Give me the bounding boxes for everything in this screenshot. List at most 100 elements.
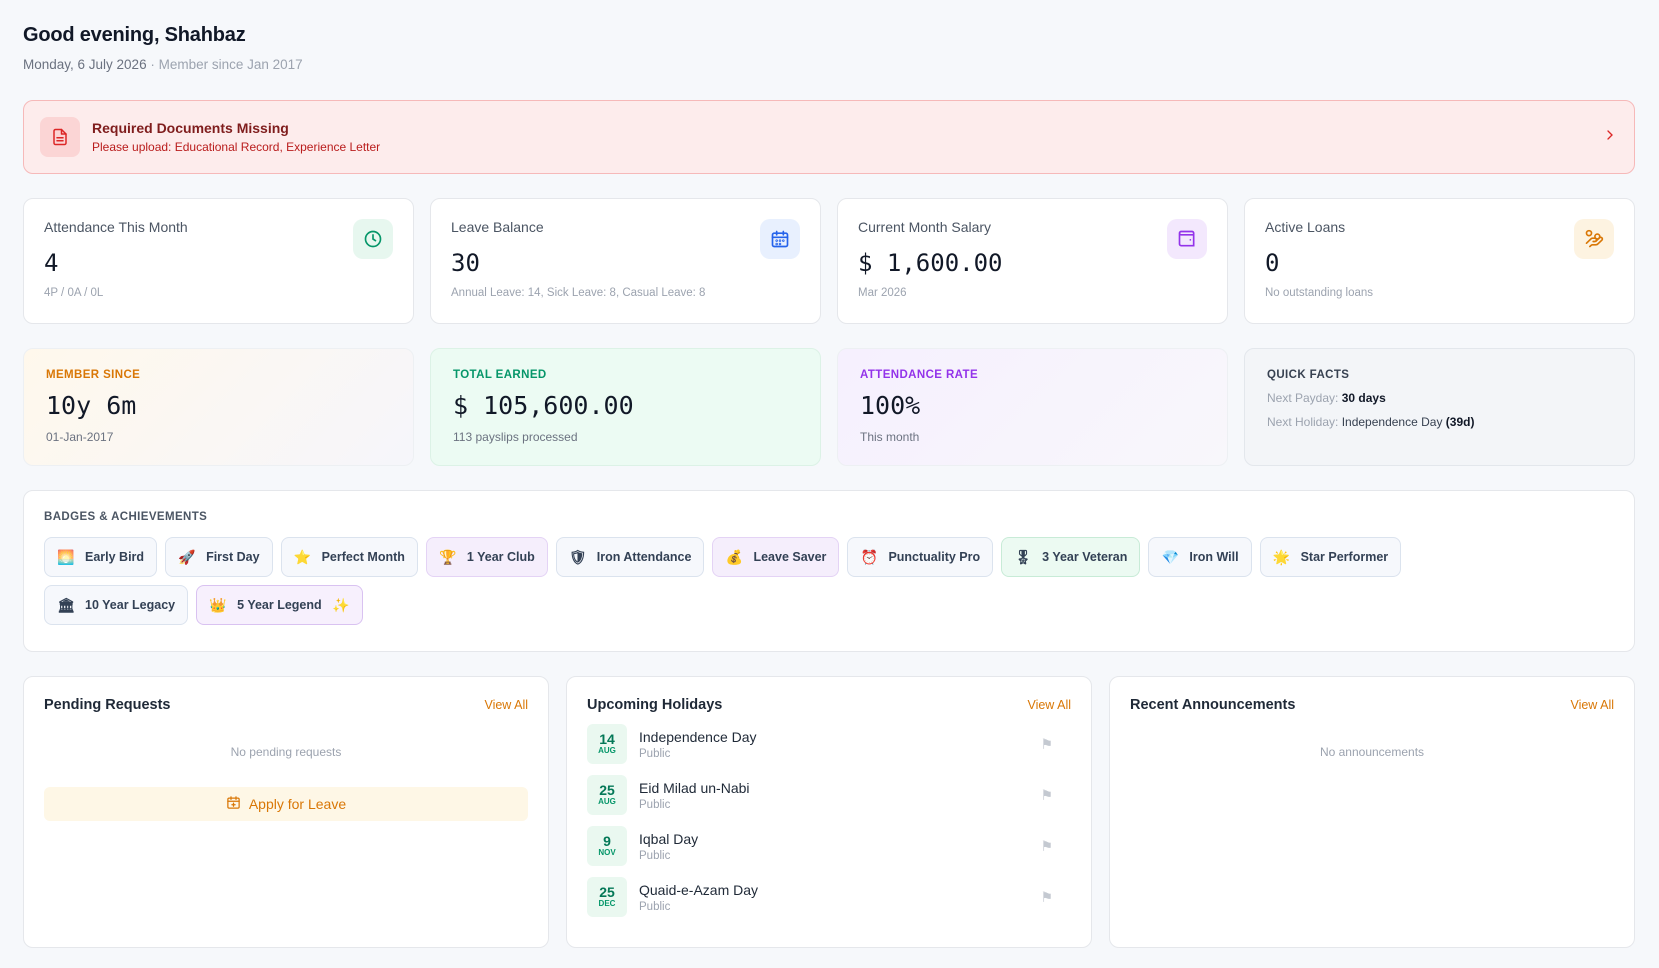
- fact-label: Next Payday:: [1267, 391, 1342, 405]
- kpi-label: QUICK FACTS: [1267, 369, 1350, 381]
- stat-note: No outstanding loans: [1265, 287, 1374, 299]
- sparkles-icon: ✨: [331, 596, 350, 613]
- holiday-name: Eid Milad un-Nabi: [639, 779, 750, 796]
- flag-icon: ⚑: [1040, 838, 1053, 854]
- badge-3-year-veteran[interactable]: 🎖 3 Year Veteran: [1001, 537, 1141, 577]
- alarm-clock-icon: ⏰: [860, 548, 879, 565]
- attendance-rate-card: ATTENDANCE RATE 100% This month: [837, 348, 1228, 466]
- apply-for-leave-button[interactable]: Apply for Leave: [44, 787, 528, 821]
- upcoming-holidays-panel: Upcoming Holidays View All 14 AUG Indepen…: [566, 676, 1092, 948]
- stat-label: Leave Balance: [451, 219, 544, 235]
- date-month: AUG: [598, 746, 616, 755]
- glowing-star-icon: 🌟: [1272, 548, 1291, 565]
- wallet-icon: [1167, 219, 1207, 259]
- fact-days: (39d): [1445, 415, 1475, 429]
- date-day: 14: [599, 731, 615, 747]
- view-all-link[interactable]: View All: [1570, 698, 1614, 712]
- star-icon: ⭐: [293, 548, 312, 565]
- badge-iron-attendance[interactable]: 🛡 Iron Attendance: [555, 537, 705, 577]
- holiday-date: 9 NOV: [587, 826, 627, 866]
- recent-announcements-panel: Recent Announcements View All No announc…: [1109, 676, 1635, 948]
- stat-value: $ 1,600.00: [858, 249, 1003, 277]
- stat-label: Current Month Salary: [858, 219, 992, 235]
- kpi-value: 10y 6m: [46, 391, 137, 420]
- stat-label: Attendance This Month: [44, 219, 188, 235]
- next-holiday: Next Holiday: Independence Day (39d): [1267, 415, 1612, 429]
- shield-icon: 🛡: [568, 548, 587, 565]
- missing-documents-alert[interactable]: Required Documents Missing Please upload…: [23, 100, 1635, 174]
- sunrise-icon: 🌅: [57, 548, 75, 565]
- badge-label: 5 Year Legend: [237, 598, 322, 612]
- holiday-date: 25 DEC: [587, 877, 627, 917]
- calendar-icon: [760, 219, 800, 259]
- holiday-date: 14 AUG: [587, 724, 627, 764]
- badge-iron-will[interactable]: 💎 Iron Will: [1148, 537, 1252, 577]
- stat-note: 4P / 0A / 0L: [44, 287, 104, 299]
- leave-balance-card[interactable]: Leave Balance 30 Annual Leave: 14, Sick …: [430, 198, 821, 324]
- date-month: NOV: [598, 848, 616, 857]
- date-month: DEC: [598, 899, 616, 908]
- fact-label: Next Holiday:: [1267, 415, 1342, 429]
- kpi-note: 01-Jan-2017: [46, 430, 114, 444]
- quick-facts-card: QUICK FACTS Next Payday: 30 days Next Ho…: [1244, 348, 1635, 466]
- member-since-card: MEMBER SINCE 10y 6m 01-Jan-2017: [23, 348, 414, 466]
- salary-card[interactable]: Current Month Salary $ 1,600.00 Mar 2026: [837, 198, 1228, 324]
- badge-label: Iron Attendance: [596, 550, 692, 564]
- badge-label: Iron Will: [1189, 550, 1239, 564]
- greeting-title: Good evening, Shahbaz: [23, 24, 246, 46]
- kpi-label: TOTAL EARNED: [453, 369, 547, 381]
- badge-label: Star Performer: [1300, 550, 1389, 564]
- date-day: 25: [599, 782, 615, 798]
- holiday-item: 25 DEC Quaid-e-Azam Day Public ⚑: [587, 877, 1071, 917]
- active-loans-card[interactable]: Active Loans 0 No outstanding loans: [1244, 198, 1635, 324]
- badge-first-day[interactable]: 🚀 First Day: [165, 537, 273, 577]
- kpi-label: ATTENDANCE RATE: [860, 369, 979, 381]
- badge-punctuality-pro[interactable]: ⏰ Punctuality Pro: [847, 537, 994, 577]
- holiday-type: Public: [639, 900, 671, 913]
- flag-icon: ⚑: [1040, 736, 1053, 752]
- hand-coins-icon: [1574, 219, 1614, 259]
- member-since-text: · Member since Jan 2017: [146, 57, 303, 72]
- calendar-plus-icon: [226, 795, 241, 813]
- attendance-card[interactable]: Attendance This Month 4 4P / 0A / 0L: [23, 198, 414, 324]
- badge-perfect-month[interactable]: ⭐ Perfect Month: [280, 537, 418, 577]
- holiday-name: Iqbal Day: [639, 830, 699, 847]
- kpi-label: MEMBER SINCE: [46, 369, 141, 381]
- badges-section: BADGES & ACHIEVEMENTS 🌅 Early Bird 🚀 First…: [23, 490, 1635, 652]
- badge-leave-saver[interactable]: 💰 Leave Saver: [712, 537, 840, 577]
- flag-icon: ⚑: [1040, 787, 1053, 803]
- document-icon: [40, 117, 80, 157]
- badges-title: BADGES & ACHIEVEMENTS: [44, 511, 208, 523]
- rocket-icon: 🚀: [178, 548, 196, 565]
- trophy-icon: 🏆: [439, 548, 457, 565]
- pending-requests-panel: Pending Requests View All No pending req…: [23, 676, 549, 948]
- holiday-name: Quaid-e-Azam Day: [639, 881, 759, 898]
- holiday-item: 14 AUG Independence Day Public ⚑: [587, 724, 1071, 764]
- badge-10-year-legacy[interactable]: 🏛 10 Year Legacy: [44, 585, 189, 625]
- badge-label: First Day: [206, 550, 260, 564]
- kpi-value: $ 105,600.00: [453, 391, 634, 420]
- chevron-right-icon[interactable]: [1602, 127, 1618, 148]
- gem-icon: 💎: [1161, 548, 1180, 565]
- holiday-type: Public: [639, 747, 671, 760]
- badge-star-performer[interactable]: 🌟 Star Performer: [1259, 537, 1402, 577]
- date-day: 9: [603, 833, 611, 849]
- current-date: Monday, 6 July 2026: [23, 57, 147, 72]
- holiday-item: 25 AUG Eid Milad un-Nabi Public ⚑: [587, 775, 1071, 815]
- badge-label: Early Bird: [85, 550, 145, 564]
- view-all-link[interactable]: View All: [1027, 698, 1071, 712]
- stat-value: 4: [44, 249, 59, 277]
- view-all-link[interactable]: View All: [484, 698, 528, 712]
- empty-state: No pending requests: [230, 745, 342, 759]
- holiday-type: Public: [639, 849, 671, 862]
- badge-early-bird[interactable]: 🌅 Early Bird: [44, 537, 158, 577]
- stat-note: Mar 2026: [858, 287, 907, 299]
- date-month: AUG: [598, 797, 616, 806]
- holiday-item: 9 NOV Iqbal Day Public ⚑: [587, 826, 1071, 866]
- stat-cards: Attendance This Month 4 4P / 0A / 0L Lea…: [23, 198, 1635, 324]
- stat-value: 30: [451, 249, 480, 277]
- badge-5-year-legend[interactable]: 👑 5 Year Legend ✨: [196, 585, 363, 625]
- clock-icon: [353, 219, 393, 259]
- fact-value: 30 days: [1341, 391, 1386, 405]
- badge-1-year-club[interactable]: 🏆 1 Year Club: [425, 537, 548, 577]
